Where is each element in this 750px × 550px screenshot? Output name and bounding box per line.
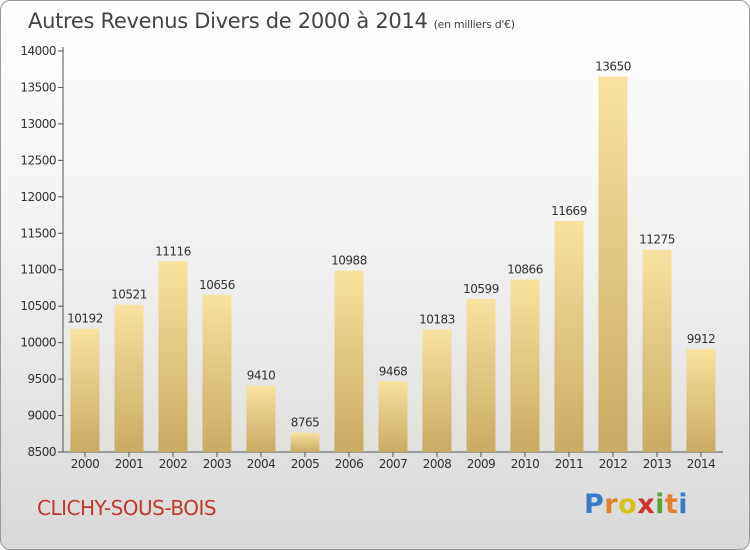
bar — [378, 381, 408, 452]
bar-value-label: 11669 — [551, 204, 587, 218]
y-tick-label: 9500 — [27, 372, 56, 386]
logo-letter: r — [604, 489, 619, 520]
x-tick-label: 2002 — [159, 457, 188, 471]
city-name: CLICHY-SOUS-BOIS — [37, 496, 217, 520]
logo-letter: x — [637, 489, 656, 520]
logo-letter: i — [678, 489, 689, 520]
chart-labels: 2000 10192 2001 10521 2002 11116 2003 10656 2004… — [67, 60, 716, 471]
x-tick-label: 2010 — [511, 457, 540, 471]
bar-value-label: 10192 — [67, 312, 103, 326]
logo-letter: t — [664, 489, 679, 520]
y-tick-label: 11000 — [20, 263, 56, 277]
bar-value-label: 11275 — [639, 233, 675, 247]
bar — [686, 349, 716, 452]
bar-value-label: 10521 — [111, 288, 147, 302]
bar — [422, 329, 452, 452]
x-tick-label: 2004 — [247, 457, 276, 471]
y-tick-label: 8500 — [27, 445, 56, 459]
logo-letter: o — [618, 489, 638, 520]
y-tick-label: 14000 — [20, 44, 56, 58]
bar-value-label: 10656 — [199, 278, 235, 292]
x-tick-label: 2005 — [291, 457, 320, 471]
x-tick-label: 2000 — [71, 457, 100, 471]
y-tick-label: 9000 — [27, 409, 56, 423]
y-tick-label: 10500 — [20, 299, 56, 313]
bar — [114, 304, 144, 452]
y-tick-label: 13500 — [20, 80, 56, 94]
bar-value-label: 10183 — [419, 312, 455, 326]
x-tick-label: 2008 — [423, 457, 452, 471]
bar-value-label: 10866 — [507, 262, 543, 276]
bar — [70, 328, 100, 452]
bar — [334, 270, 364, 452]
y-tick-label: 10000 — [20, 336, 56, 350]
chart-bars — [70, 76, 716, 452]
bar — [202, 294, 232, 452]
bar-value-label: 8765 — [291, 416, 320, 430]
x-tick-label: 2014 — [687, 457, 716, 471]
bar — [554, 220, 584, 452]
y-tick-label: 11500 — [20, 226, 56, 240]
x-tick-label: 2013 — [643, 457, 672, 471]
bar-value-label: 13650 — [595, 60, 631, 74]
bar-value-label: 9410 — [247, 369, 276, 383]
x-tick-label: 2003 — [203, 457, 232, 471]
bar-value-label: 9912 — [687, 332, 716, 346]
x-tick-label: 2001 — [115, 457, 144, 471]
x-tick-label: 2009 — [467, 457, 496, 471]
bar — [158, 261, 188, 452]
bar — [642, 249, 672, 452]
y-tick-label: 13000 — [20, 117, 56, 131]
proxiti-logo: Proxiti — [584, 489, 688, 520]
bar-value-label: 10988 — [331, 254, 367, 268]
chart-axes: 8500 9000 9500 10000 10500 11000 11500 12000 125… — [20, 44, 723, 459]
logo-letter: P — [584, 489, 605, 520]
logo-letter: i — [655, 489, 665, 520]
bar — [598, 76, 628, 452]
x-tick-label: 2012 — [599, 457, 628, 471]
x-tick-label: 2006 — [335, 457, 364, 471]
y-tick-label: 12500 — [20, 153, 56, 167]
bar — [246, 385, 276, 452]
bar-value-label: 11116 — [155, 244, 191, 258]
y-tick-label: 12000 — [20, 190, 56, 204]
x-tick-label: 2011 — [555, 457, 584, 471]
bar-value-label: 10599 — [463, 282, 499, 296]
chart-title: Autres Revenus Divers de 2000 à 2014 (en … — [28, 9, 515, 33]
bar — [510, 279, 540, 452]
x-tick-label: 2007 — [379, 457, 408, 471]
bar-value-label: 9468 — [379, 364, 408, 378]
chart-title-text: Autres Revenus Divers de 2000 à 2014 — [28, 9, 428, 33]
chart-unit-label: (en milliers d'€) — [433, 18, 515, 31]
bar — [290, 432, 320, 452]
bar — [466, 298, 496, 452]
